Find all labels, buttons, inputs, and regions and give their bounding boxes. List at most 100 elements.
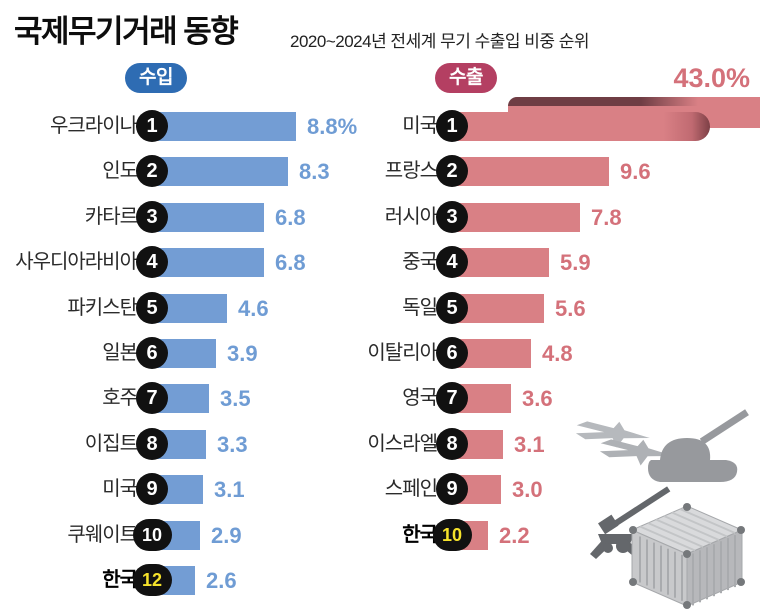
rank-badge: 3	[436, 200, 468, 233]
country-label: 파키스탄	[67, 296, 138, 319]
value-label: 2.6	[206, 568, 237, 593]
value-label: 9.6	[620, 159, 651, 185]
rank-badge: 5	[436, 291, 468, 324]
country-label: 러시아	[384, 205, 438, 228]
value-label: 3.5	[220, 386, 251, 412]
exports-row-한국: 한국 10 2.2	[0, 518, 760, 551]
fighter-jet-icon	[575, 421, 674, 466]
country-label: 인도	[102, 160, 138, 183]
value-label: 3.1	[214, 477, 245, 503]
rank-badge: 4	[436, 246, 468, 279]
exports-row-영국: 영국 7 3.6	[0, 382, 760, 415]
imports-row-카타르: 카타르 3 6.8	[0, 200, 760, 233]
rank-badge: 12	[132, 564, 172, 596]
rank-badge: 5	[136, 291, 168, 324]
value-bar	[452, 202, 580, 232]
country-label: 쿠웨이트	[67, 523, 138, 546]
country-label: 한국	[402, 523, 438, 546]
exports-row-이탈리아: 이탈리아 6 4.8	[0, 337, 760, 369]
tank-icon	[648, 409, 749, 482]
country-label: 미국	[102, 478, 138, 501]
value-label: 6.8	[275, 250, 306, 276]
value-bar	[452, 248, 549, 278]
value-label: 5.6	[555, 295, 586, 321]
value-label: 3.1	[514, 431, 545, 457]
rank-badge: 4	[136, 246, 168, 279]
rank-badge: 9	[136, 473, 168, 506]
value-bar	[152, 112, 296, 141]
value-label: 4.6	[238, 295, 269, 321]
value-label: 8.8%	[307, 114, 358, 139]
country-label: 스페인	[384, 478, 438, 501]
value-label: 5.9	[560, 250, 591, 276]
rank-badge: 1	[136, 110, 168, 142]
rank-badge: 8	[136, 427, 168, 460]
imports-row-미국: 미국 9 3.1	[0, 473, 760, 506]
imports-row-우크라이나: 우크라이나 1 8.8%	[0, 110, 760, 142]
exports-row-러시아: 러시아 3 7.8	[0, 200, 760, 233]
rank-badge: 1	[436, 110, 468, 142]
rank-badge: 6	[136, 337, 168, 369]
country-label: 프랑스	[384, 160, 438, 183]
rank-badge: 9	[436, 473, 468, 506]
imports-row-사우디아라비아: 사우디아라비아 4 6.8	[0, 246, 760, 279]
rank-badge: 6	[436, 337, 468, 369]
country-label: 이탈리아	[367, 342, 438, 364]
country-label: 사우디아라비아	[15, 251, 138, 274]
exports-row-이스라엘: 이스라엘 8 3.1	[0, 427, 760, 460]
country-label: 일본	[102, 342, 138, 364]
imports-row-인도: 인도 2 8.3	[0, 155, 760, 188]
exports-row-중국: 중국 4 5.9	[0, 246, 760, 279]
imports-row-이집트: 이집트 8 3.3	[0, 427, 760, 460]
rank-badge: 3	[136, 200, 168, 233]
usa-bar-fold-shadow	[508, 97, 698, 106]
page-title: 국제무기거래 동향	[14, 14, 239, 49]
exports-row-프랑스: 프랑스 2 9.6	[0, 155, 760, 188]
rank-badge: 10	[132, 518, 172, 551]
value-label: 3.9	[227, 341, 258, 366]
exports-row-독일: 독일 5 5.6	[0, 291, 760, 324]
value-label: 3.0	[512, 477, 543, 503]
country-label: 카타르	[84, 205, 138, 228]
country-label: 호주	[102, 387, 138, 410]
value-bar	[152, 157, 288, 187]
value-bar	[152, 202, 264, 232]
value-label: 2.2	[499, 522, 530, 548]
shipping-container-icon	[629, 503, 745, 609]
value-bar	[452, 157, 609, 187]
value-label: 8.3	[299, 159, 330, 185]
imports-badge: 수입	[125, 63, 187, 93]
country-label: 한국	[102, 569, 138, 591]
page-subtitle: 2020~2024년 전세계 무기 수출입 비중 순위	[290, 32, 590, 51]
rank-badge: 8	[436, 427, 468, 460]
country-label: 독일	[402, 296, 438, 319]
rank-badge: 7	[136, 382, 168, 415]
value-label: 2.9	[211, 522, 242, 548]
rank-badge: 7	[436, 382, 468, 415]
country-label: 미국	[402, 115, 438, 137]
rank-badge: 2	[136, 155, 168, 188]
imports-row-일본: 일본 6 3.9	[0, 337, 760, 369]
country-label: 이집트	[84, 432, 138, 455]
imports-row-호주: 호주 7 3.5	[0, 382, 760, 415]
country-label: 영국	[402, 387, 438, 410]
value-label: 3.3	[217, 431, 248, 457]
exports-row-미국: 미국 1	[0, 110, 760, 142]
exports-row-스페인: 스페인 9 3.0	[0, 473, 760, 506]
rank-badge: 2	[436, 155, 468, 188]
exports-badge: 수출	[435, 63, 497, 93]
country-label: 우크라이나	[50, 115, 138, 137]
imports-row-파키스탄: 파키스탄 5 4.6	[0, 291, 760, 324]
value-bar-folded	[452, 112, 710, 141]
value-label: 7.8	[591, 204, 622, 230]
country-label: 이스라엘	[367, 432, 438, 455]
value-label-usa: 43.0%	[673, 63, 750, 93]
imports-row-한국: 한국 12 2.6	[0, 564, 760, 596]
value-bar	[152, 248, 264, 278]
imports-row-쿠웨이트: 쿠웨이트 10 2.9	[0, 518, 760, 551]
value-label: 6.8	[275, 204, 306, 230]
value-label: 4.8	[542, 341, 573, 366]
value-label: 3.6	[522, 386, 553, 412]
military-decoration-graphic	[575, 409, 749, 609]
